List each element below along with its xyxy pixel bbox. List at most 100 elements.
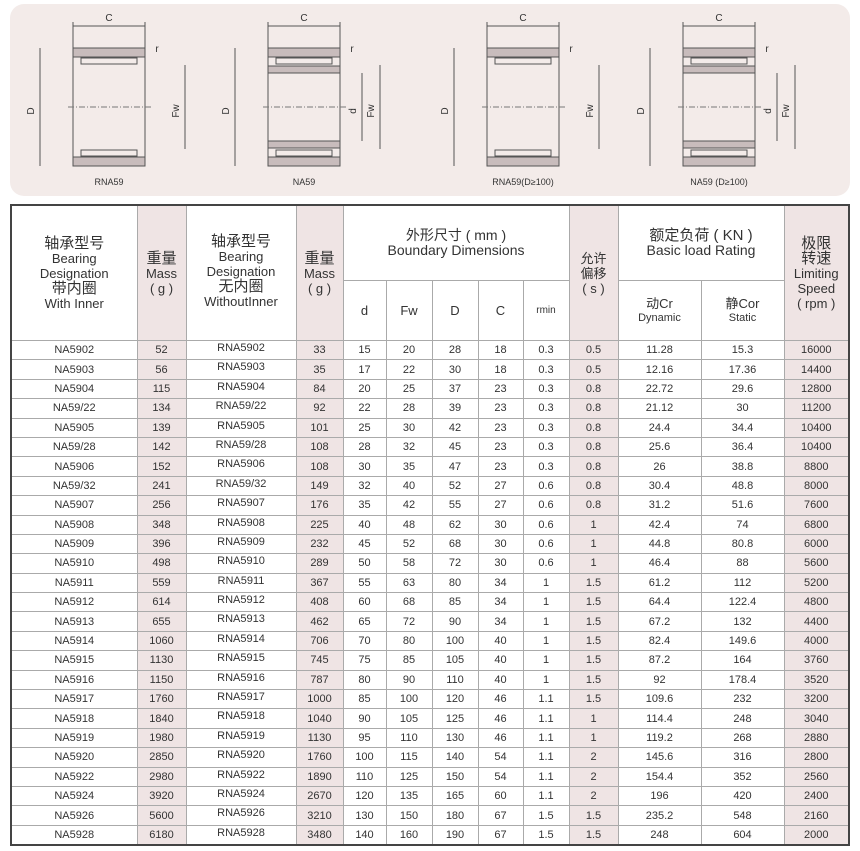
cell-without-inner: RNA5903: [185, 359, 297, 380]
needle-top: [494, 57, 552, 65]
cell-rmin: 1: [522, 611, 570, 632]
cell-c: 23: [477, 436, 524, 458]
cell-without-inner: RNA59/32: [185, 475, 297, 497]
header-speed-unit: ( rpm ): [797, 295, 836, 311]
cell-without-inner: RNA5920: [185, 747, 297, 768]
cell-speed: 4800: [783, 592, 850, 613]
cell-rmin: 0.3: [522, 398, 570, 419]
cell-without-inner: RNA5918: [185, 708, 297, 729]
cell-mass-2: 745: [295, 650, 344, 671]
cell-c: 60: [477, 785, 524, 807]
cell-cor: 15.3: [700, 339, 785, 361]
cell-offset: 0.8: [568, 436, 619, 458]
dim-D-label: D: [636, 107, 647, 114]
cell-without-inner: RNA5902: [185, 339, 297, 361]
cell-cr: 196: [617, 785, 702, 807]
needle-top: [690, 57, 748, 65]
cell-without-inner: RNA5922: [185, 766, 297, 787]
cell-mass-1: 1060: [136, 630, 187, 652]
cell-D: 180: [431, 805, 479, 826]
cell-mass-2: 1040: [295, 708, 344, 729]
cell-d: 85: [342, 689, 387, 710]
table-row: NA5910 498 RNA5910 289 50 58 72 30 0.6 1 46.4 88 560…: [10, 553, 850, 574]
cell-speed: 2560: [783, 766, 850, 787]
cell-offset: 0.5: [568, 359, 619, 380]
cell-D: 105: [431, 650, 479, 671]
cell-c: 46: [477, 727, 524, 749]
cell-mass-1: 139: [136, 417, 187, 438]
dim-fw-label: Fw: [585, 104, 596, 118]
cell-cor: 17.36: [700, 359, 785, 380]
cell-with-inner: NA5918: [10, 708, 138, 729]
table-row: NA5926 5600 RNA5926 3210 130 150 180 67 1.5 1.5 23…: [10, 805, 850, 826]
cell-without-inner: RNA5912: [185, 592, 297, 613]
cell-D: 110: [431, 669, 479, 691]
cell-cr: 248: [617, 824, 702, 846]
cell-with-inner: NA59/22: [10, 398, 138, 419]
diagram-label: NA59: [293, 177, 316, 187]
cell-D: 68: [431, 533, 479, 555]
cell-mass-2: 33: [295, 339, 344, 361]
cell-D: 28: [431, 339, 479, 361]
cell-cor: 88: [700, 553, 785, 574]
cell-cr: 87.2: [617, 650, 702, 671]
cell-offset: 0.8: [568, 495, 619, 516]
cell-D: 80: [431, 572, 479, 594]
cell-offset: 0.8: [568, 378, 619, 400]
dim-fw-label: Fw: [171, 104, 182, 118]
cell-without-inner: RNA5914: [185, 630, 297, 652]
cell-with-inner: NA5914: [10, 630, 138, 652]
table-row: NA5919 1980 RNA5919 1130 95 110 130 46 1.1 1 119.2…: [10, 727, 850, 749]
cell-speed: 6800: [783, 514, 850, 535]
cell-D: 72: [431, 553, 479, 574]
cell-offset: 0.8: [568, 417, 619, 438]
table-row: NA59/28 142 RNA59/28 108 28 32 45 23 0.3 0.8 25.6 3…: [10, 436, 850, 458]
cell-D: 130: [431, 727, 479, 749]
cell-mass-2: 367: [295, 572, 344, 594]
cell-cor: 29.6: [700, 378, 785, 400]
cell-rmin: 1.1: [522, 689, 570, 710]
header-load-rating: 额定负荷 ( KN ) Basic load Rating: [617, 204, 785, 281]
cell-c: 23: [477, 456, 524, 477]
cell-speed: 3760: [783, 650, 850, 671]
header-cr-en: Dynamic: [638, 311, 681, 324]
cell-mass-1: 498: [136, 553, 187, 574]
cell-with-inner: NA59/28: [10, 436, 138, 458]
cell-D: 39: [431, 398, 479, 419]
cell-rmin: 1: [522, 650, 570, 671]
cell-d: 140: [342, 824, 387, 846]
cell-rmin: 1.1: [522, 727, 570, 749]
diagram-label: RNA59: [94, 177, 123, 187]
cell-fw: 28: [385, 398, 433, 419]
cell-d: 15: [342, 339, 387, 361]
inner-ring-bottom: [267, 140, 341, 149]
header-cr-zh: 动Cr: [646, 295, 673, 311]
table-row: NA5914 1060 RNA5914 706 70 80 100 40 1 1.5 82.4 149…: [10, 630, 850, 652]
dim-r-label: r: [350, 44, 354, 55]
dim-fw-label: Fw: [781, 104, 792, 118]
cell-speed: 11200: [783, 398, 850, 419]
cell-D: 120: [431, 689, 479, 710]
needle-top: [275, 57, 333, 65]
cell-d: 40: [342, 514, 387, 535]
cell-with-inner: NA5913: [10, 611, 138, 632]
needle-bottom: [80, 149, 138, 157]
cell-cr: 31.2: [617, 495, 702, 516]
cell-c: 23: [477, 417, 524, 438]
cell-without-inner: RNA5907: [185, 495, 297, 516]
table-row: NA5904 115 RNA5904 84 20 25 37 23 0.3 0.8 22.72 29.…: [10, 378, 850, 400]
cell-without-inner: RNA5924: [185, 785, 297, 807]
cell-with-inner: NA5916: [10, 669, 138, 691]
cell-with-inner: NA5915: [10, 650, 138, 671]
cell-mass-2: 3210: [295, 805, 344, 826]
header-load-en: Basic load Rating: [646, 242, 756, 258]
table-row: NA5909 396 RNA5909 232 45 52 68 30 0.6 1 44.8 80.8 6…: [10, 533, 850, 555]
cell-mass-1: 5600: [136, 805, 187, 826]
cell-without-inner: RNA5917: [185, 689, 297, 710]
cell-with-inner: NA5910: [10, 553, 138, 574]
cell-mass-2: 101: [295, 417, 344, 438]
cell-offset: 1.5: [568, 572, 619, 594]
cell-fw: 160: [385, 824, 433, 846]
cell-mass-2: 92: [295, 398, 344, 419]
cell-offset: 0.5: [568, 339, 619, 361]
